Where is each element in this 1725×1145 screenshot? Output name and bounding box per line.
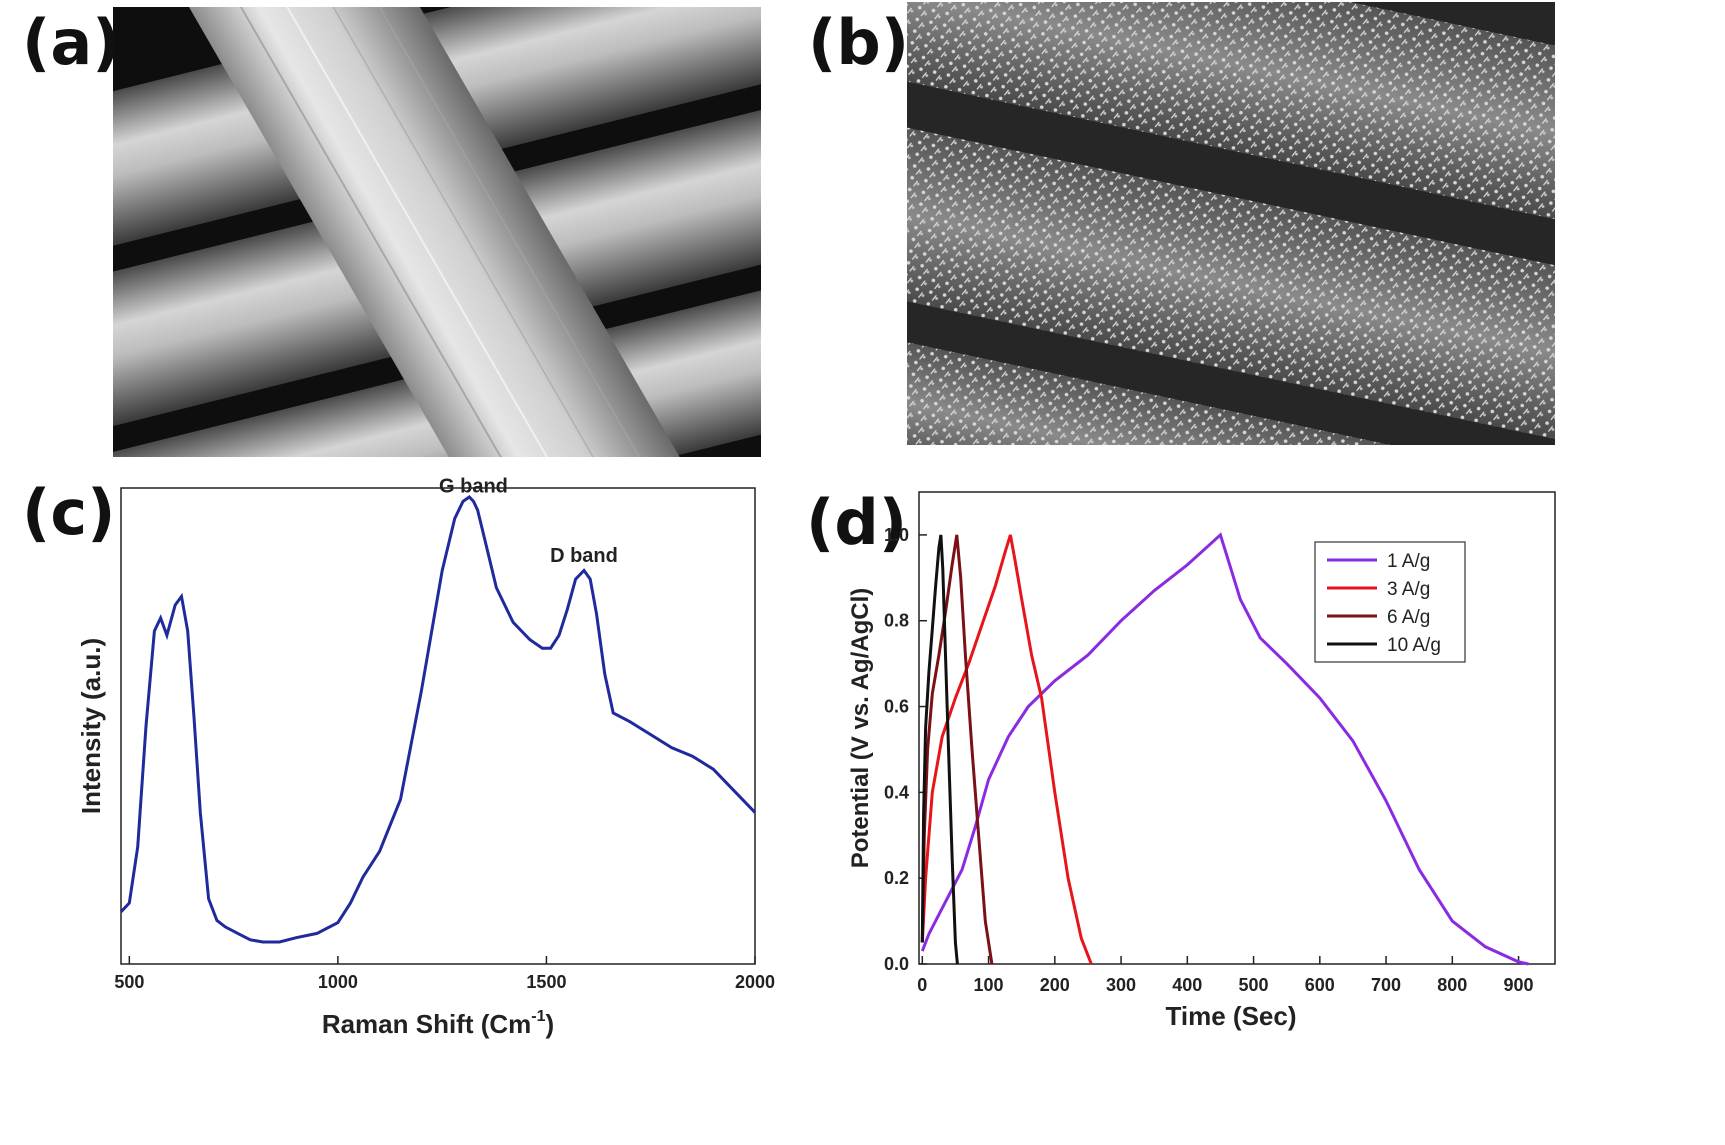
raman-y-axis-label: Intensity (a.u.) <box>76 638 106 814</box>
raman-chart: 500 1000 1500 2000 G band D band Raman Shif… <box>76 476 775 1039</box>
annotation-d-band: D band <box>550 545 618 567</box>
gcd-legend-label: 1 A/g <box>1387 551 1430 572</box>
gcd-x-tick-label: 0 <box>917 975 927 995</box>
gcd-x-tick-label: 800 <box>1437 975 1467 995</box>
gcd-legend-box <box>1314 541 1466 663</box>
sem-image-a <box>113 7 761 457</box>
gcd-x-axis-label: Time (Sec) <box>1165 1001 1296 1031</box>
gcd-chart: 0 100 200 300 400 500 600 700 800 900 0.0 0.2 0.4 0.6… <box>847 491 1556 1031</box>
gcd-plot-frame <box>918 491 1556 965</box>
gcd-legend: 1 A/g 3 A/g 6 A/g 10 A/g <box>1314 541 1466 663</box>
gcd-axis-ticks: 0 100 200 300 400 500 600 700 800 900 0.0 0.2 0.4 0.6… <box>884 525 1534 995</box>
panel-label-b: (b) <box>808 6 910 79</box>
raman-x-axis-label-close: ) <box>546 1009 555 1039</box>
gcd-series-lines <box>920 532 1529 966</box>
gcd-x-tick-label: 500 <box>1239 975 1269 995</box>
raman-x-tick-label: 2000 <box>735 972 775 992</box>
raman-x-tick-label: 1500 <box>526 972 566 992</box>
gcd-legend-label: 3 A/g <box>1387 579 1430 600</box>
gcd-x-tick-label: 900 <box>1504 975 1534 995</box>
raman-x-axis-label-sup: -1 <box>531 1008 545 1025</box>
gcd-x-tick-label: 600 <box>1305 975 1335 995</box>
sem-image-b <box>907 2 1555 445</box>
gcd-y-tick-label: 1.0 <box>884 525 909 545</box>
gcd-legend-label: 6 A/g <box>1387 607 1430 628</box>
gcd-series-line-2 <box>920 534 1093 965</box>
gcd-legend-label: 10 A/g <box>1387 635 1441 656</box>
raman-x-tick-label: 1000 <box>318 972 358 992</box>
raman-x-ticks: 500 1000 1500 2000 <box>114 956 775 992</box>
raman-x-axis-label: Raman Shift (Cm-1) <box>322 1008 554 1039</box>
raman-plot-frame <box>120 487 756 965</box>
gcd-x-tick-label: 700 <box>1371 975 1401 995</box>
gcd-y-tick-label: 0.2 <box>884 868 909 888</box>
raman-series-line <box>119 495 757 944</box>
gcd-y-tick-label: 0.8 <box>884 611 909 631</box>
gcd-x-tick-label: 100 <box>974 975 1004 995</box>
panel-label-c: (c) <box>22 476 116 549</box>
annotation-g-band: G band <box>439 476 508 498</box>
gcd-series-line-3 <box>920 534 994 965</box>
gcd-y-axis-label: Potential (V vs. Ag/AgCl) <box>847 588 874 868</box>
raman-x-tick-label: 500 <box>114 972 144 992</box>
gcd-y-tick-label: 0.0 <box>884 954 909 974</box>
panel-label-a: (a) <box>22 6 121 79</box>
gcd-x-tick-label: 300 <box>1106 975 1136 995</box>
gcd-x-tick-label: 400 <box>1172 975 1202 995</box>
gcd-series-line-4 <box>920 534 959 965</box>
panel-label-d: (d) <box>806 486 908 559</box>
gcd-y-tick-label: 0.4 <box>884 782 909 802</box>
gcd-x-tick-label: 200 <box>1040 975 1070 995</box>
gcd-y-tick-label: 0.6 <box>884 697 909 717</box>
